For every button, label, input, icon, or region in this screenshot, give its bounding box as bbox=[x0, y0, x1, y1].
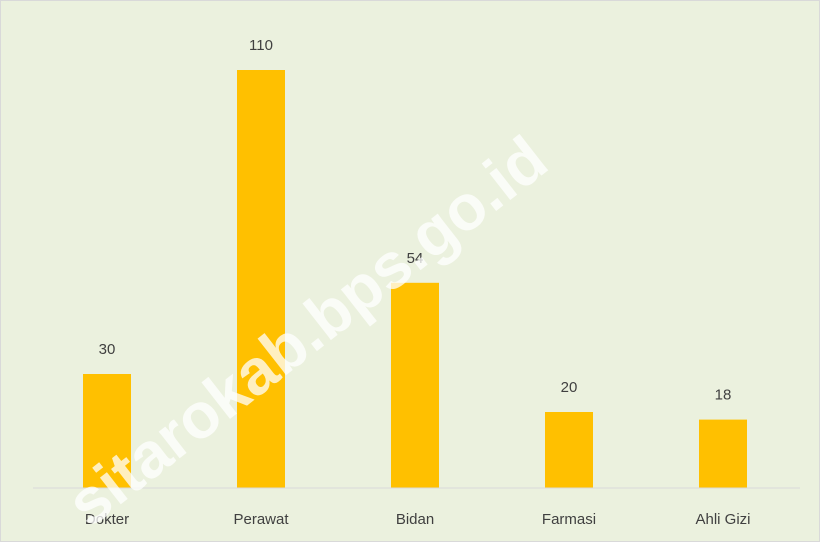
value-label: 18 bbox=[715, 387, 732, 404]
x-tick-label: Bidan bbox=[396, 511, 434, 528]
x-tick-label: Perawat bbox=[233, 511, 289, 528]
value-label: 110 bbox=[249, 37, 273, 54]
bar bbox=[391, 282, 439, 488]
bar bbox=[83, 374, 131, 488]
bar bbox=[545, 412, 593, 488]
bar bbox=[699, 419, 747, 488]
value-label: 20 bbox=[561, 379, 578, 396]
x-tick-label: Farmasi bbox=[542, 511, 596, 528]
x-tick-label: Ahli Gizi bbox=[695, 511, 750, 528]
x-tick-label: Dokter bbox=[85, 511, 129, 528]
bar bbox=[237, 70, 285, 488]
value-label: 54 bbox=[407, 250, 424, 267]
value-label: 30 bbox=[99, 341, 116, 358]
